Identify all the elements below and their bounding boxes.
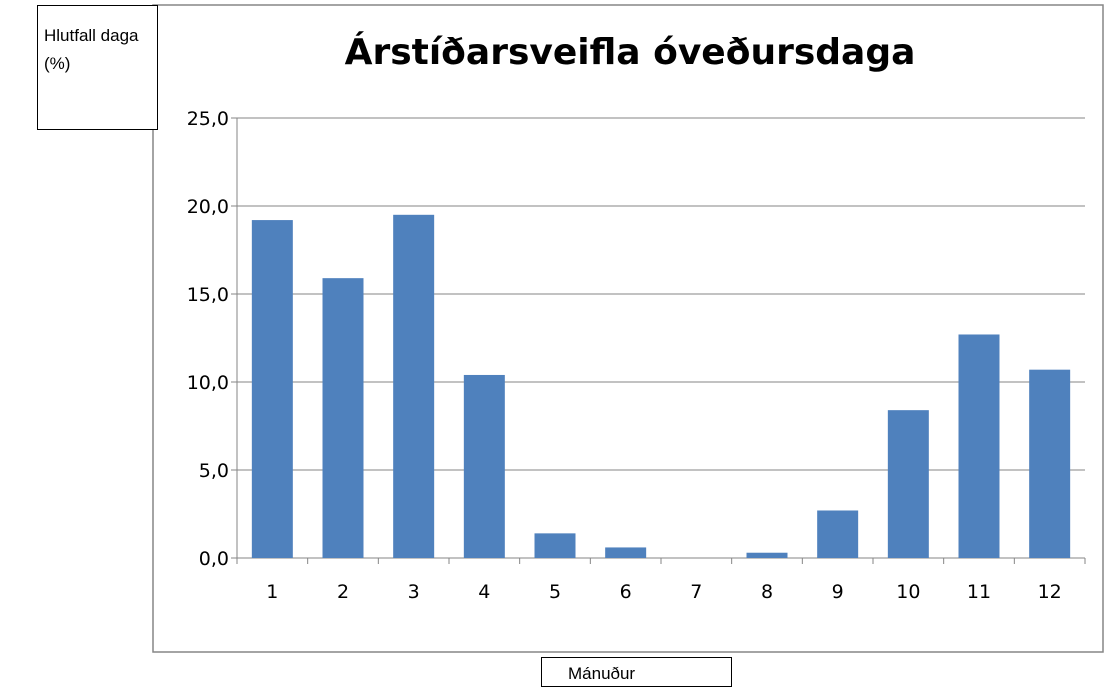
y-tick-label: 25,0 [187, 108, 229, 130]
bar [393, 214, 435, 559]
y-tick-label: 0,0 [199, 548, 229, 570]
x-tick-label: 10 [896, 581, 920, 603]
x-tick-label: 6 [620, 581, 632, 603]
x-tick-label: 12 [1038, 581, 1062, 603]
chart-frame [152, 4, 1104, 653]
bar [463, 374, 505, 558]
x-tick-label: 11 [967, 581, 991, 603]
x-tick-label: 9 [832, 581, 844, 603]
bar [534, 533, 576, 558]
y-axis-label: Hlutfall daga (%) [37, 5, 158, 130]
y-tick-label: 5,0 [199, 460, 229, 482]
y-tick-label: 15,0 [187, 284, 229, 306]
x-tick-label: 5 [549, 581, 561, 603]
chart-title: Árstíðarsveifla óveðursdaga [345, 31, 916, 73]
bar [817, 510, 859, 558]
x-tick-label: 2 [337, 581, 349, 603]
x-tick-label: 4 [478, 581, 490, 603]
bar [887, 410, 929, 558]
bar [605, 547, 647, 558]
bar [746, 552, 788, 558]
x-tick-label: 1 [266, 581, 278, 603]
bar [1029, 369, 1071, 558]
y-tick-label: 20,0 [187, 196, 229, 218]
x-axis-label: Mánuður [541, 657, 732, 687]
bar [251, 220, 293, 558]
bar [958, 334, 1000, 558]
y-tick-label: 10,0 [187, 372, 229, 394]
x-tick-label: 7 [690, 581, 702, 603]
bar [322, 278, 364, 558]
x-tick-label: 8 [761, 581, 773, 603]
x-tick-label: 3 [408, 581, 420, 603]
